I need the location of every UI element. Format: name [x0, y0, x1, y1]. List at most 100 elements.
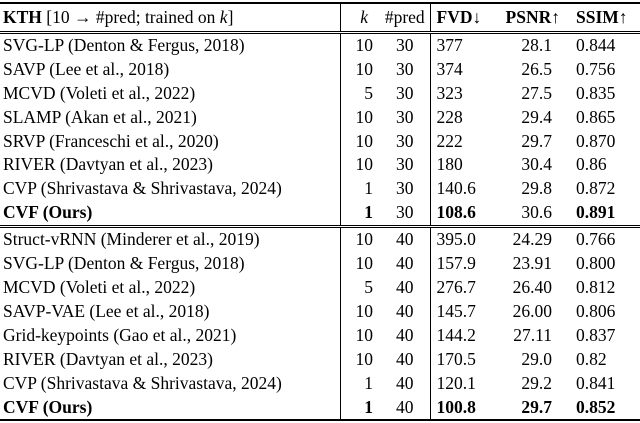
cell-psnr: 30.4: [521, 154, 552, 175]
dataset-name: KTH: [3, 6, 42, 27]
column-header-psnr: PSNR↑: [500, 3, 568, 34]
cell-ssim: 0.800: [576, 253, 616, 274]
column-header-ssim: SSIM↑: [568, 3, 640, 34]
table-row: SAVP (Lee et al., 2018) 10 30 374 26.5 0.756: [0, 57, 640, 82]
cell-method: SAVP-VAE (Lee et al., 2018): [3, 300, 210, 321]
cell-fvd: 276.7: [429, 275, 500, 300]
cell-ssim: 0.872: [576, 178, 616, 199]
cell-fvd: 377: [429, 32, 500, 58]
cell-ssim: 0.865: [576, 106, 616, 127]
cell-psnr: 28.1: [521, 35, 552, 56]
cell-method: MCVD (Voleti et al., 2022): [3, 277, 196, 298]
header-row: KTH [10 → #pred; trained on k] k #pred F…: [0, 3, 640, 34]
cell-method: Grid-keypoints (Gao et al., 2021): [3, 324, 237, 345]
column-header-k: k: [339, 3, 380, 34]
cell-fvd: 228: [429, 105, 500, 130]
cell-pred: 30: [380, 200, 430, 228]
cell-k: 10: [339, 129, 380, 153]
cell-method: CVP (Shrivastava & Shrivastava, 2024): [3, 178, 282, 199]
cell-method: CVF (Ours): [3, 396, 93, 417]
table-row: SAVP-VAE (Lee et al., 2018) 10 40 145.7 26.0…: [0, 299, 640, 324]
cell-fvd: 140.6: [429, 176, 500, 201]
cell-pred: 40: [396, 253, 414, 274]
cell-k: 5: [339, 275, 380, 300]
cell-k: 1: [339, 200, 380, 228]
cell-ssim: 0.812: [576, 277, 616, 298]
cell-pred: 40: [396, 277, 414, 298]
cell-k: 10: [339, 251, 380, 276]
table-row: CVF (Ours) 1 40 100.8 29.7 0.852: [0, 395, 640, 420]
cell-ssim: 0.756: [576, 58, 616, 79]
block-2-body: Struct-vRNN (Minderer et al., 2019) 10 40 3…: [0, 226, 640, 420]
cell-k: 10: [339, 32, 380, 58]
cell-pred: 40: [396, 229, 414, 250]
cell-psnr: 29.2: [521, 372, 552, 393]
cell-psnr: 23.91: [512, 253, 552, 274]
table-row: MCVD (Voleti et al., 2022) 5 30 323 27.5 0.83…: [0, 81, 640, 106]
cell-k: 10: [339, 57, 380, 82]
cell-method: RIVER (Davtyan et al., 2023): [3, 348, 213, 369]
cell-psnr: 30.6: [500, 200, 568, 228]
cell-method: SAVP (Lee et al., 2018): [3, 58, 170, 79]
column-header-pred: #pred: [380, 3, 430, 34]
table-row: SVG-LP (Denton & Fergus, 2018) 10 40 157.9 2…: [0, 251, 640, 276]
table-row: SLAMP (Akan et al., 2021) 10 30 228 29.4 0.86…: [0, 105, 640, 130]
cell-psnr: 29.0: [521, 348, 552, 369]
cell-k: 1: [339, 176, 380, 201]
cell-pred: 30: [396, 35, 414, 56]
cell-fvd: 374: [429, 57, 500, 82]
cell-psnr: 29.4: [521, 106, 552, 127]
cell-ssim: 0.841: [576, 372, 616, 393]
block-1-body: SVG-LP (Denton & Fergus, 2018) 10 30 377 28.…: [0, 32, 640, 228]
cell-pred: 30: [396, 154, 414, 175]
cell-ssim: 0.837: [576, 324, 616, 345]
table-row: SVG-LP (Denton & Fergus, 2018) 10 30 377 28.…: [0, 32, 640, 58]
cell-pred: 30: [396, 130, 414, 151]
cell-pred: 40: [396, 348, 414, 369]
cell-k: 10: [339, 299, 380, 324]
cell-method: SLAMP (Akan et al., 2021): [3, 106, 197, 127]
cell-psnr: 26.00: [512, 300, 552, 321]
cell-pred: 40: [396, 300, 414, 321]
cell-psnr: 29.7: [521, 130, 552, 151]
table-row: CVP (Shrivastava & Shrivastava, 2024) 1 40…: [0, 371, 640, 395]
cell-k: 10: [339, 105, 380, 130]
cell-pred: 30: [396, 178, 414, 199]
cell-ssim: 0.82: [576, 348, 607, 369]
cell-method: SVG-LP (Denton & Fergus, 2018): [3, 253, 245, 274]
table-row: MCVD (Voleti et al., 2022) 5 40 276.7 26.40 0…: [0, 275, 640, 300]
table-row: Struct-vRNN (Minderer et al., 2019) 10 40 3…: [0, 226, 640, 252]
cell-method: CVF (Ours): [0, 200, 340, 228]
table-row: CVP (Shrivastava & Shrivastava, 2024) 1 30…: [0, 176, 640, 201]
cell-psnr: 26.40: [512, 277, 552, 298]
cell-k: 1: [339, 371, 380, 395]
table-row: SRVP (Franceschi et al., 2020) 10 30 222 29.…: [0, 129, 640, 153]
title-setup-pre: [10 → #pred; trained on: [41, 6, 220, 27]
cell-fvd: 144.2: [429, 323, 500, 348]
cell-ssim: 0.852: [576, 396, 616, 417]
cell-method: RIVER (Davtyan et al., 2023): [3, 154, 213, 175]
table-header: KTH [10 → #pred; trained on k] k #pred F…: [0, 3, 640, 34]
cell-method: Struct-vRNN (Minderer et al., 2019): [3, 229, 260, 250]
cell-ssim: 0.891: [568, 200, 640, 228]
cell-pred: 40: [396, 396, 414, 417]
cell-fvd: 180: [429, 152, 500, 177]
cell-ssim: 0.766: [576, 229, 616, 250]
cell-ssim: 0.835: [576, 82, 616, 103]
cell-pred: 40: [396, 324, 414, 345]
cell-fvd: 120.1: [429, 371, 500, 395]
cell-pred: 30: [396, 58, 414, 79]
cell-fvd: 157.9: [429, 251, 500, 276]
cell-k: 5: [339, 81, 380, 106]
table-row: CVF (Ours) 1 30 108.6 30.6 0.891: [0, 200, 640, 228]
cell-k: 10: [339, 323, 380, 348]
cell-psnr: 26.5: [521, 58, 552, 79]
column-header-fvd: FVD↓: [429, 3, 500, 34]
cell-psnr: 29.8: [521, 178, 552, 199]
cell-k: 10: [339, 152, 380, 177]
cell-fvd: 108.6: [429, 200, 500, 228]
table-row: RIVER (Davtyan et al., 2023) 10 40 170.5 29.…: [0, 347, 640, 372]
cell-k: 1: [339, 395, 380, 420]
cell-fvd: 145.7: [429, 299, 500, 324]
